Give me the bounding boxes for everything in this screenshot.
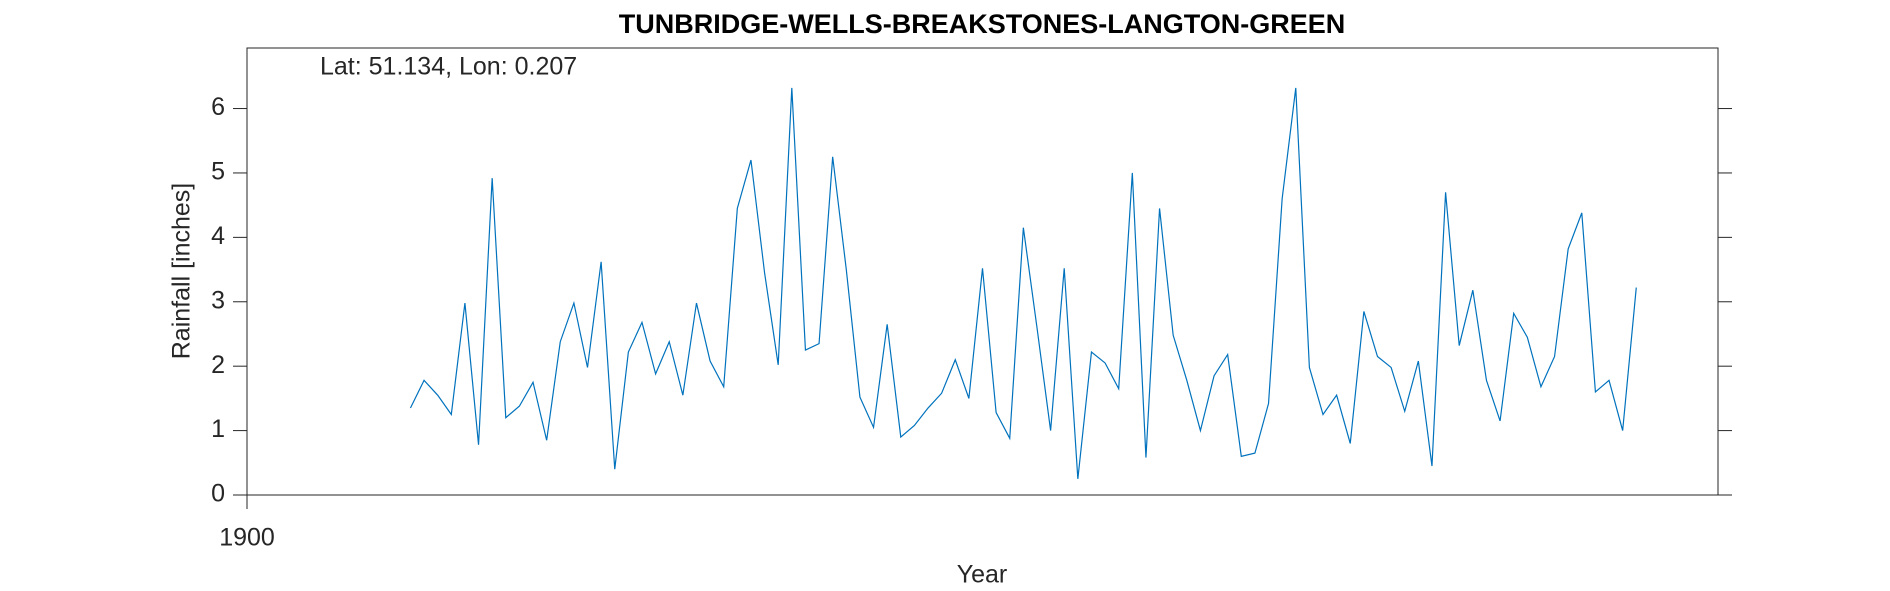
- y-tick-label: 0: [211, 480, 225, 508]
- y-tick-label: 4: [211, 222, 225, 250]
- y-axis-label: Rainfall [inches]: [168, 183, 196, 359]
- x-tick-label: 1900: [219, 524, 275, 552]
- axes-box: [246, 47, 1719, 496]
- annotation: Lat: 51.134, Lon: 0.207: [320, 53, 577, 81]
- y-tick-label: 2: [211, 351, 225, 379]
- y-tick-label: 3: [211, 286, 225, 314]
- y-tick-label: 1: [211, 415, 225, 443]
- data-line: [409, 87, 1637, 479]
- x-axis-label: Year: [957, 561, 1008, 589]
- y-tick-label: 6: [211, 93, 225, 121]
- y-tick-label: 5: [211, 158, 225, 186]
- chart-title: TUNBRIDGE-WELLS-BREAKSTONES-LANGTON-GREE…: [619, 9, 1346, 39]
